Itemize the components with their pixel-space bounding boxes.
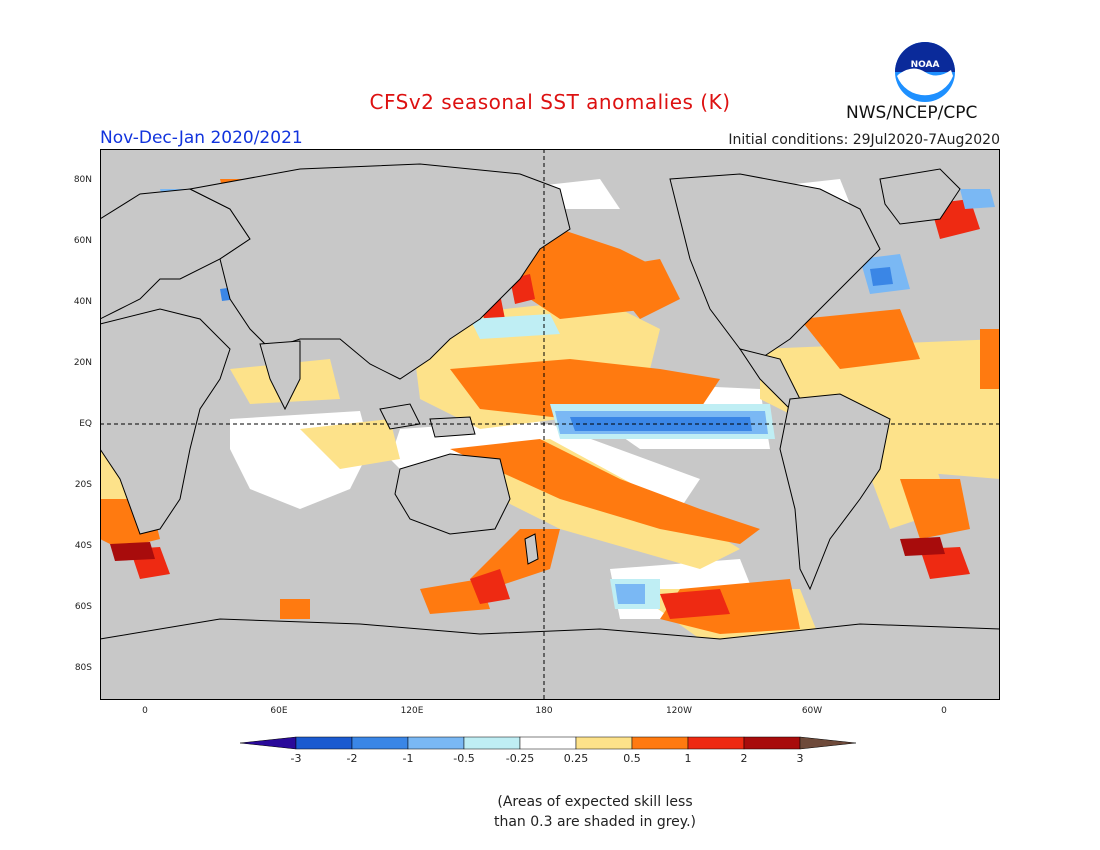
skill-note: (Areas of expected skill less than 0.3 a… [0,792,1100,832]
colorbar-segment [687,736,745,750]
sst-anomaly-map [100,149,1000,700]
colorbar-tick-label: 0.25 [563,752,589,765]
skill-note-line: than 0.3 are shaded in grey.) [493,814,696,830]
lat-label: 20N [73,358,92,368]
lat-label: 40N [73,297,92,307]
colorbar-tick-label: 1 [684,752,692,765]
lat-label: 60N [73,236,92,246]
continents [100,163,1000,700]
lon-label: 180 [535,706,553,716]
colorbar [240,736,857,750]
forecast-period: Nov-Dec-Jan 2020/2021 [100,128,303,148]
colorbar-segment [799,736,857,750]
lon-label: 60W [801,706,823,716]
agency-label: NWS/NCEP/CPC [846,103,978,123]
lon-label: 0 [142,706,148,716]
colorbar-segment [575,736,633,750]
noaa-logo-text: NOAA [911,60,940,70]
colorbar-segment [240,736,297,750]
colorbar-tick-label: 2 [740,752,748,765]
lat-label: 40S [74,541,92,551]
lat-label: 60S [74,602,92,612]
colorbar-segment [295,736,353,750]
lon-label: 0 [941,706,947,716]
lat-label: 80N [73,175,92,185]
colorbar-tick-label: -2 [346,752,358,765]
lat-label: EQ [79,419,92,429]
colorbar-tick-label: 3 [796,752,804,765]
colorbar-segment [407,736,465,750]
colorbar-tick-label: 0.5 [623,752,641,765]
colorbar-tick-label: -0.5 [453,752,475,765]
noaa-logo-icon: NOAA [895,42,955,102]
colorbar-tick-label: -1 [402,752,414,765]
colorbar-segment [519,736,577,750]
colorbar-segment [743,736,801,750]
lon-label: 60E [270,706,288,716]
colorbar-segment [351,736,409,750]
lat-label: 80S [74,663,92,673]
initial-conditions: Initial conditions: 29Jul2020-7Aug2020 [728,132,1000,148]
colorbar-segment [463,736,521,750]
colorbar-tick-label: -3 [290,752,302,765]
map-title: CFSv2 seasonal SST anomalies (K) [369,90,731,114]
lon-label: 120E [400,706,424,716]
colorbar-segment [631,736,689,750]
lat-label: 20S [74,480,92,490]
skill-note-line: (Areas of expected skill less [497,794,693,810]
colorbar-tick-label: -0.25 [505,752,535,765]
lon-label: 120W [665,706,693,716]
